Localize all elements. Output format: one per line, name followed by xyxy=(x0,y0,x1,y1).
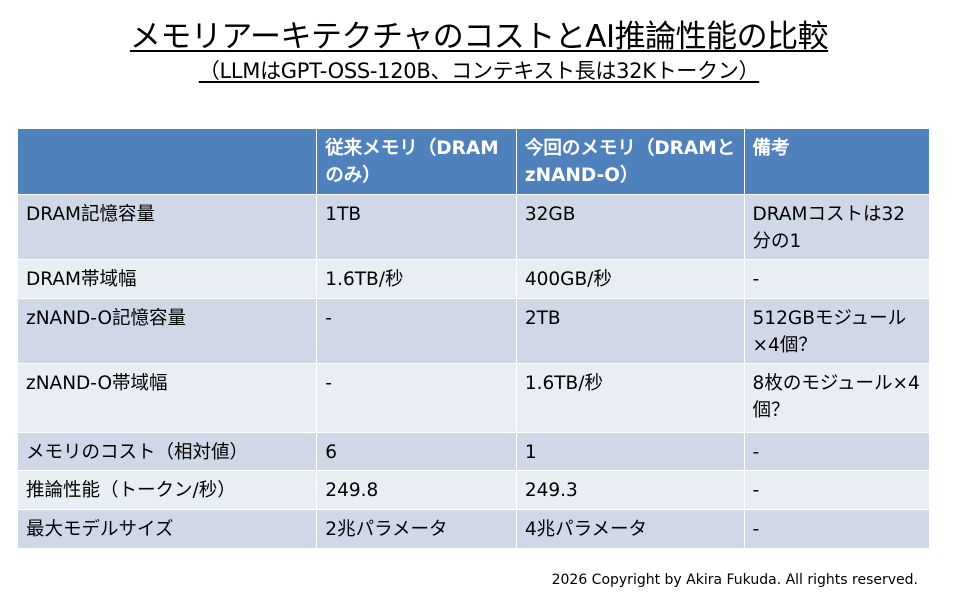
cell-conventional: - xyxy=(316,298,517,364)
cell-conventional: 249.8 xyxy=(316,470,517,510)
table-row: DRAM記憶容量 1TB 32GB DRAMコストは32分の1 xyxy=(16,194,931,260)
cell-new: 1 xyxy=(515,432,745,471)
header-cell-conventional-memory: 従来メモリ（DRAMのみ） xyxy=(316,128,517,195)
header-row: 従来メモリ（DRAMのみ） 今回のメモリ（DRAMとzNAND-O） 備考 xyxy=(16,128,931,195)
title-block: メモリアーキテクチャのコストとAI推論性能の比較 （LLMはGPT-OSS-12… xyxy=(0,18,958,86)
cell-notes: - xyxy=(743,259,931,299)
cell-new: 1.6TB/秒 xyxy=(515,363,745,433)
table-row: 推論性能（トークン/秒） 249.8 249.3 - xyxy=(16,470,931,510)
cell-notes: 512GBモジュール×4個？ xyxy=(743,298,931,364)
page-subtitle: （LLMはGPT-OSS-120B、コンテキスト長は32Kトークン） xyxy=(198,59,760,83)
header-cell-new-memory: 今回のメモリ（DRAMとzNAND-O） xyxy=(515,128,745,195)
cell-notes: 8枚のモジュール×4個？ xyxy=(743,363,931,433)
copyright-notice: 2026 Copyright by Akira Fukuda. All righ… xyxy=(551,572,918,588)
table-row: DRAM帯域幅 1.6TB/秒 400GB/秒 - xyxy=(16,259,931,299)
row-label: DRAM帯域幅 xyxy=(16,259,318,299)
cell-new: 4兆パラメータ xyxy=(515,509,745,549)
table-row: メモリのコスト（相対値） 6 1 - xyxy=(16,432,931,471)
row-label: 最大モデルサイズ xyxy=(16,509,318,549)
cell-notes: - xyxy=(743,509,931,549)
cell-new: 32GB xyxy=(515,194,745,260)
table-row: 最大モデルサイズ 2兆パラメータ 4兆パラメータ - xyxy=(16,509,931,549)
header-cell-empty xyxy=(16,128,318,195)
row-label: zNAND-O帯域幅 xyxy=(16,363,318,433)
row-label: zNAND-O記憶容量 xyxy=(16,298,318,364)
cell-new: 249.3 xyxy=(515,470,745,510)
cell-conventional: 1.6TB/秒 xyxy=(316,259,517,299)
cell-notes: - xyxy=(743,432,931,471)
comparison-table: 従来メモリ（DRAMのみ） 今回のメモリ（DRAMとzNAND-O） 備考 DR… xyxy=(16,128,931,549)
row-label: メモリのコスト（相対値） xyxy=(16,432,318,471)
table-row: zNAND-O記憶容量 - 2TB 512GBモジュール×4個？ xyxy=(16,298,931,364)
header-cell-notes: 備考 xyxy=(743,128,931,195)
table-header: 従来メモリ（DRAMのみ） 今回のメモリ（DRAMとzNAND-O） 備考 xyxy=(16,128,931,195)
cell-notes: DRAMコストは32分の1 xyxy=(743,194,931,260)
table-row: zNAND-O帯域幅 - 1.6TB/秒 8枚のモジュール×4個？ xyxy=(16,363,931,433)
page-title: メモリアーキテクチャのコストとAI推論性能の比較 xyxy=(129,19,829,55)
cell-conventional: 2兆パラメータ xyxy=(316,509,517,549)
row-label: DRAM記憶容量 xyxy=(16,194,318,260)
cell-conventional: - xyxy=(316,363,517,433)
cell-conventional: 1TB xyxy=(316,194,517,260)
cell-notes: - xyxy=(743,470,931,510)
cell-conventional: 6 xyxy=(316,432,517,471)
row-label: 推論性能（トークン/秒） xyxy=(16,470,318,510)
cell-new: 400GB/秒 xyxy=(515,259,745,299)
cell-new: 2TB xyxy=(515,298,745,364)
